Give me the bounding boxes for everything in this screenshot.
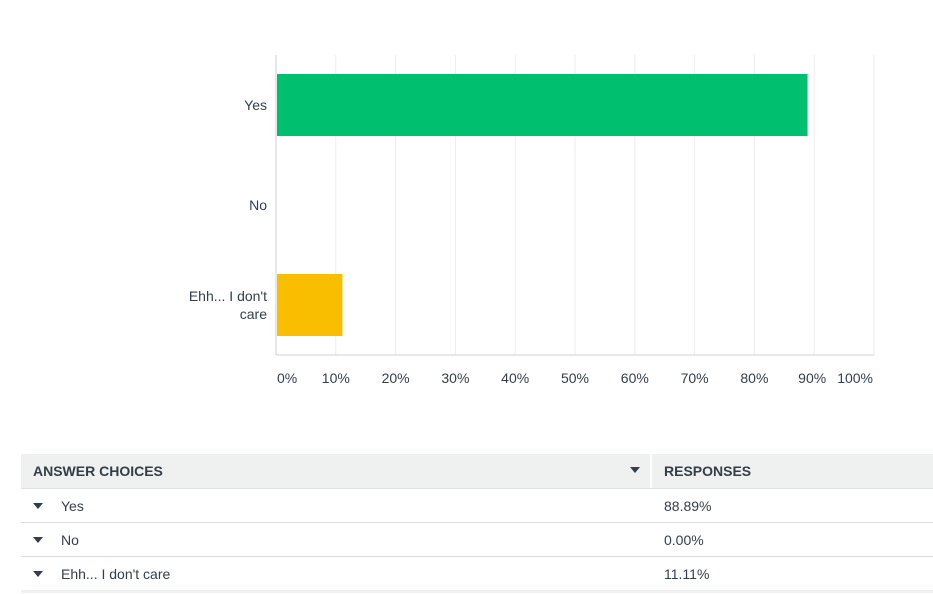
response-value: 88.89% (664, 497, 712, 514)
answer-choices-header-label: ANSWER CHOICES (33, 463, 163, 479)
answer-choice-label: Ehh... I don't care (61, 565, 171, 582)
x-tick-label: 100% (837, 370, 873, 386)
x-tick-label: 70% (681, 370, 709, 386)
x-tick-label: 30% (441, 370, 469, 386)
x-tick-label: 80% (740, 370, 768, 386)
answer-table: ANSWER CHOICES RESPONSES Yes 88.89% No 0… (21, 454, 933, 593)
x-tick-label: 10% (322, 370, 350, 386)
caret-down-icon[interactable] (33, 502, 43, 509)
bar[interactable] (277, 274, 343, 336)
bar[interactable] (277, 74, 808, 136)
answer-choice-cell: No (21, 532, 652, 548)
x-tick-label: 0% (277, 370, 297, 386)
chevron-down-icon[interactable] (630, 467, 640, 473)
category-label: Yes (244, 97, 267, 113)
table-header: ANSWER CHOICES RESPONSES (21, 454, 933, 489)
category-label: Ehh... I don't care (189, 288, 267, 322)
x-tick-label: 50% (561, 370, 589, 386)
answer-choice-label: No (61, 531, 79, 548)
responses-header-label: RESPONSES (664, 463, 752, 479)
bar-chart: Yes No Ehh... I don't care 0% 10% 20% 30% 40% 50%… (189, 55, 875, 386)
table-row: Ehh... I don't care 11.11% (21, 557, 933, 593)
response-value: 0.00% (664, 531, 704, 548)
response-value: 11.11% (664, 565, 710, 582)
responses-header: RESPONSES (652, 454, 933, 488)
table-row: Yes 88.89% (21, 489, 933, 523)
caret-down-icon[interactable] (33, 570, 43, 577)
table-row: No 0.00% (21, 523, 933, 557)
x-tick-label: 60% (621, 370, 649, 386)
answer-choice-label: Yes (61, 497, 84, 514)
x-tick-label: 40% (501, 370, 529, 386)
x-tick-label: 20% (382, 370, 410, 386)
answer-choice-cell: Ehh... I don't care (21, 566, 652, 582)
category-label: No (249, 197, 267, 213)
x-tick-label: 90% (798, 370, 826, 386)
answer-choices-header[interactable]: ANSWER CHOICES (21, 454, 652, 488)
answer-choice-cell: Yes (21, 498, 652, 514)
caret-down-icon[interactable] (33, 536, 43, 543)
